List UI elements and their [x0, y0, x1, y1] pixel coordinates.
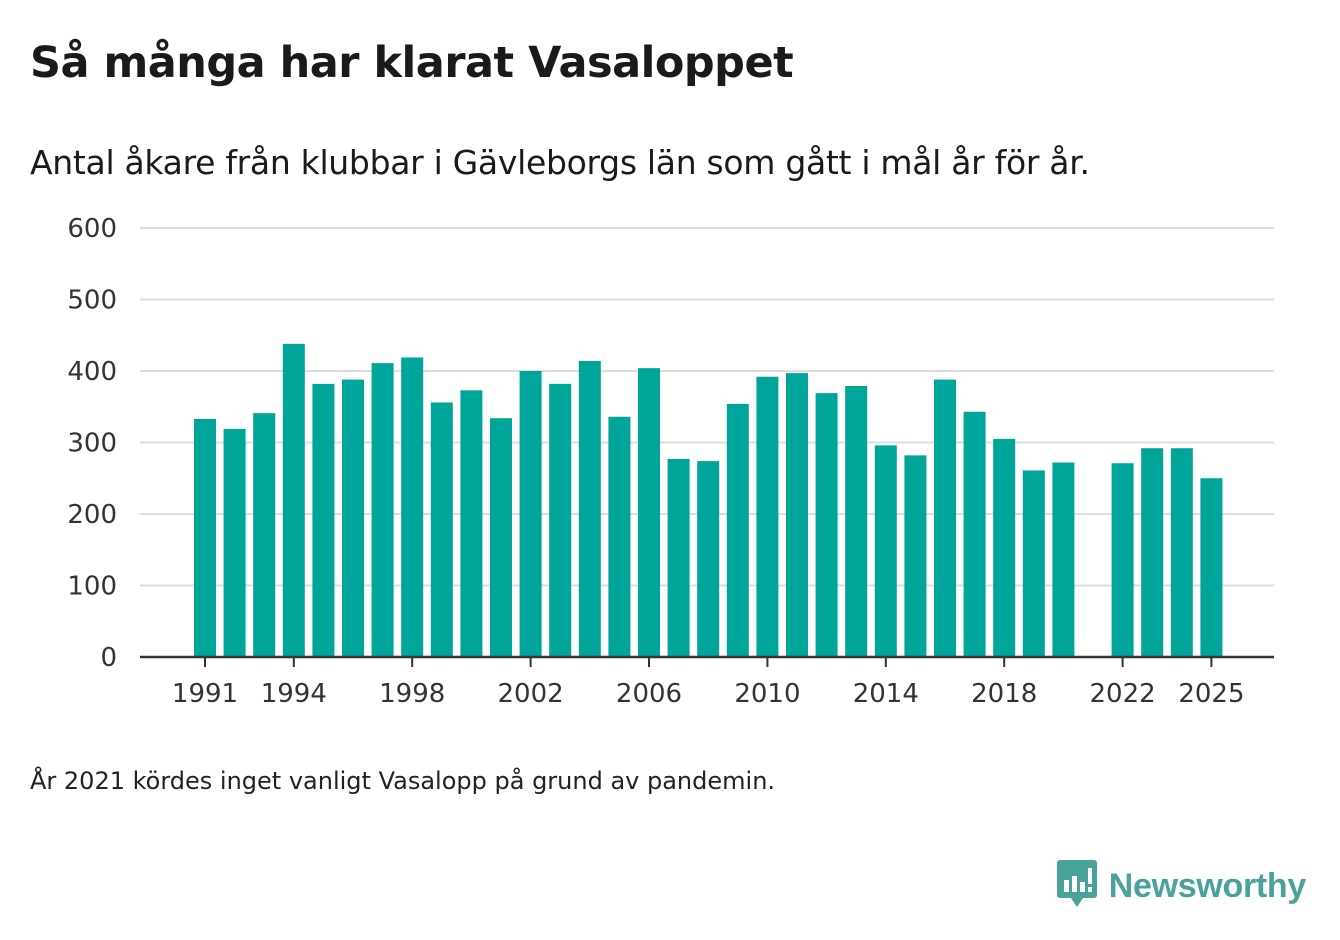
bar-2018[interactable]: 2018: 305 — [993, 438, 1016, 657]
bar-1998[interactable]: 1998: 419 — [401, 357, 424, 657]
bar-2020[interactable]: 2020: 272 — [1052, 462, 1075, 657]
footnote: År 2021 kördes inget vanligt Vasalopp på… — [30, 767, 776, 795]
bars: 1991: 333 1992: 319 1993: 341 1994: 438 1995… — [194, 343, 1223, 657]
bar-2025[interactable]: 2025: 250 — [1200, 478, 1223, 657]
y-axis-ticks: 0 100 200 300 400 500 600 — [67, 214, 117, 673]
bar-2006[interactable]: 2006: 404 — [638, 368, 660, 657]
bar-2009[interactable]: 2009: 354 — [726, 403, 749, 657]
brand-logo[interactable]: Newsworthy — [1056, 860, 1307, 912]
chart-subtitle: Antal åkare från klubbar i Gävleborgs lä… — [30, 143, 1090, 182]
bar-1992[interactable]: 1992: 319 — [223, 428, 246, 657]
bar-1991[interactable]: 1991: 333 — [194, 418, 216, 657]
y-tick-label: 0 — [100, 643, 117, 673]
bar-2024[interactable]: 2024: 292 — [1170, 448, 1193, 657]
bar-1995[interactable]: 1995: 382 — [312, 383, 335, 657]
bar-2008[interactable]: 2008: 274 — [697, 461, 720, 657]
x-tick-label: 2025 — [1178, 679, 1244, 709]
x-tick-label: 1994 — [261, 679, 327, 709]
chart-title: Så många har klarat Vasaloppet — [30, 38, 794, 88]
bar-2016[interactable]: 2016: 388 — [934, 379, 956, 657]
brand-name: Newsworthy — [1108, 866, 1307, 905]
bar-2017[interactable]: 2017: 343 — [963, 411, 986, 657]
y-tick-label: 100 — [67, 572, 117, 602]
x-tick-label: 1991 — [172, 679, 238, 709]
bar-2014[interactable]: 2014: 296 — [874, 445, 897, 657]
bar-2013[interactable]: 2013: 379 — [845, 386, 868, 657]
bar-2000[interactable]: 2000: 373 — [460, 390, 483, 657]
bar-1997[interactable]: 1997: 411 — [371, 363, 394, 657]
x-tick-label: 1998 — [379, 679, 445, 709]
x-tick-label: 2006 — [616, 679, 682, 709]
x-tick-label: 2022 — [1090, 679, 1156, 709]
y-tick-label: 400 — [67, 357, 117, 387]
bar-1996[interactable]: 1996: 388 — [342, 379, 364, 657]
x-tick-label: 2014 — [853, 679, 919, 709]
bar-2022[interactable]: 2022: 271 — [1111, 463, 1134, 657]
newsworthy-logo-icon — [1056, 860, 1097, 912]
y-tick-label: 600 — [67, 214, 117, 244]
bar-2001[interactable]: 2001: 334 — [490, 418, 512, 657]
bar-2019[interactable]: 2019: 261 — [1022, 470, 1045, 657]
bar-2010[interactable]: 2010: 392 — [756, 376, 779, 657]
x-tick-label: 2002 — [498, 679, 564, 709]
y-tick-label: 300 — [67, 429, 117, 459]
bar-1994[interactable]: 1994: 438 — [282, 343, 305, 657]
x-tick-label: 2018 — [971, 679, 1037, 709]
y-tick-label: 200 — [67, 500, 117, 530]
bar-2012[interactable]: 2012: 369 — [815, 393, 838, 657]
x-axis-ticks: 1991 1994 1998 2002 2006 2010 2014 2018 2022 2025 — [172, 657, 1244, 709]
x-tick-label: 2010 — [734, 679, 800, 709]
bar-2005[interactable]: 2005: 336 — [608, 416, 631, 657]
bar-2015[interactable]: 2015: 282 — [904, 455, 927, 657]
bar-2023[interactable]: 2023: 292 — [1141, 448, 1164, 657]
bar-2007[interactable]: 2007: 277 — [667, 458, 690, 657]
bar-1993[interactable]: 1993: 341 — [253, 413, 276, 657]
bar-2002[interactable]: 2002: 400 — [519, 371, 542, 657]
bar-2004[interactable]: 2004: 414 — [578, 360, 601, 657]
y-tick-label: 500 — [67, 286, 117, 316]
bar-2011[interactable]: 2011: 397 — [786, 373, 808, 657]
bar-1999[interactable]: 1999: 356 — [430, 402, 453, 657]
